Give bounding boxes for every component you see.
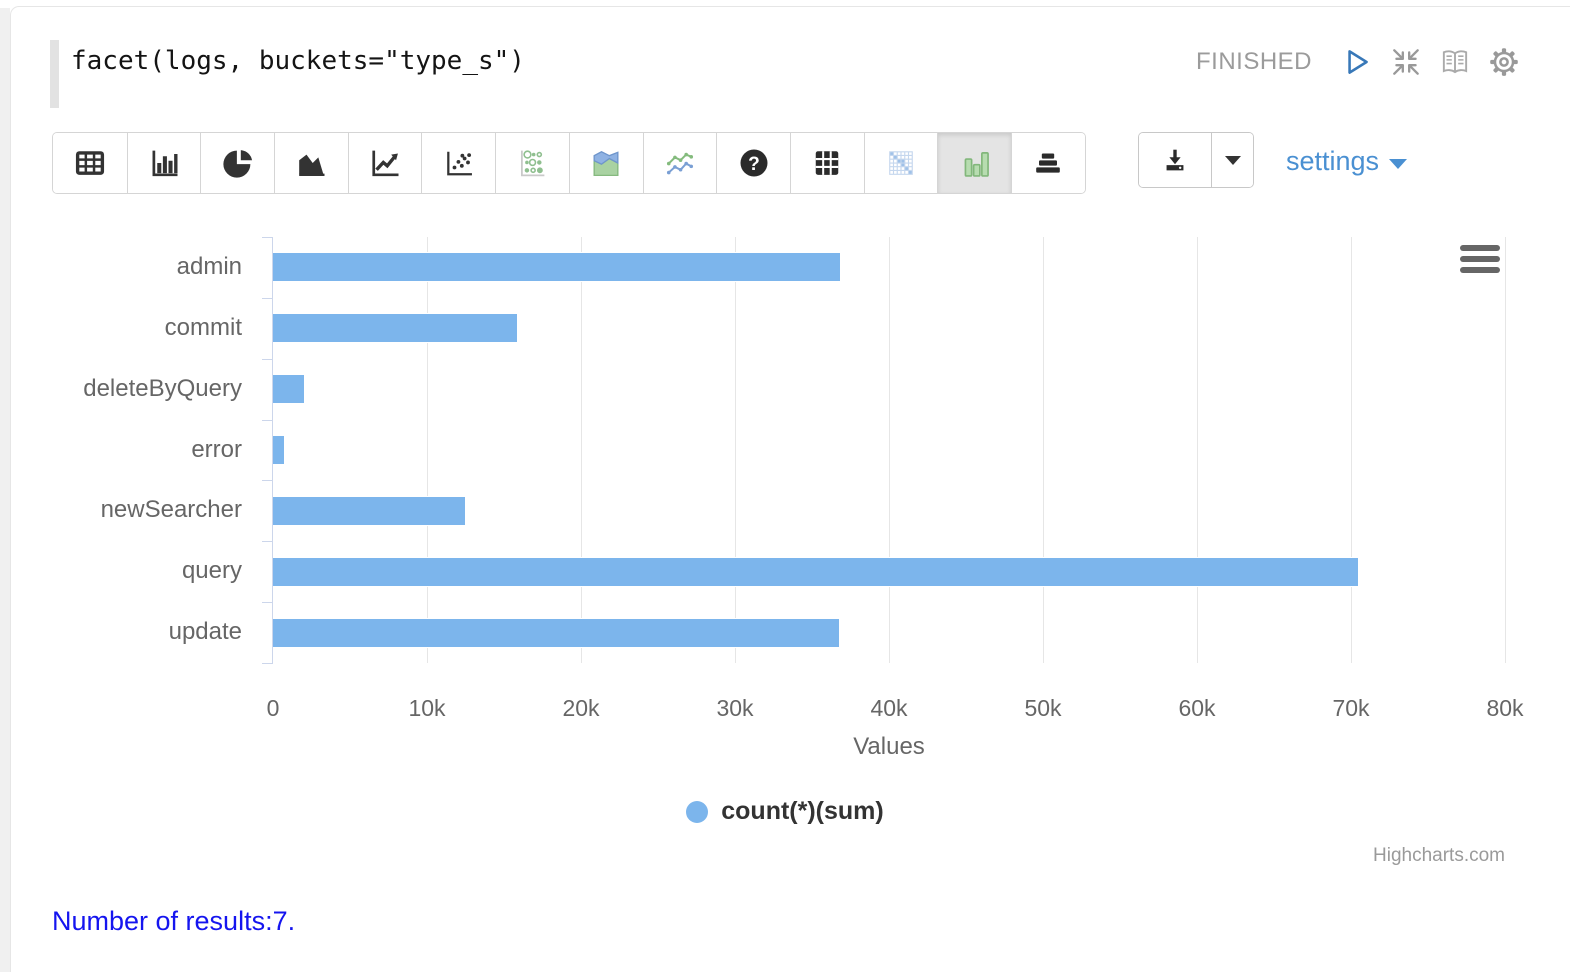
category-label: admin — [176, 253, 242, 280]
help-button[interactable]: ? — [716, 133, 790, 193]
area-chart-icon — [299, 154, 325, 177]
x-tick-label: 40k — [870, 695, 908, 721]
table-button[interactable] — [53, 133, 127, 193]
gridline — [888, 237, 890, 663]
editor-gutter — [50, 40, 59, 108]
category-label: update — [168, 618, 242, 646]
heatmap-button[interactable] — [863, 133, 938, 193]
status-badge: FINISHED — [1195, 48, 1312, 75]
legend-label: count(*)(sum) — [721, 797, 884, 825]
scatter-chart-button[interactable] — [421, 133, 496, 193]
y-axis-tick — [262, 298, 273, 299]
gridline — [1196, 237, 1198, 663]
category-label: deleteByQuery — [83, 374, 242, 402]
x-tick-label: 0 — [266, 695, 280, 721]
column-chart-icon — [964, 152, 989, 177]
x-tick-label: 20k — [562, 695, 600, 721]
chart-region: admin commit deleteByQuery error newSearcher… — [0, 215, 1570, 887]
book-icon[interactable] — [1437, 44, 1473, 80]
x-tick-label: 30k — [716, 695, 754, 721]
pie-chart-icon — [223, 150, 252, 178]
gridline — [426, 237, 428, 663]
settings-label: settings — [1286, 146, 1380, 176]
paragraph-controls: FINISHED — [1196, 42, 1522, 82]
area-chart-button[interactable] — [274, 133, 348, 193]
x-tick-label: 80k — [1486, 695, 1524, 721]
visualization-toolbar: ? — [52, 132, 1086, 194]
page-left-margin — [0, 8, 10, 972]
bar-newSearcher[interactable] — [273, 495, 466, 526]
x-tick-label: 70k — [1332, 695, 1370, 721]
gridline — [580, 237, 582, 663]
gear-icon[interactable] — [1486, 44, 1522, 80]
download-options-button[interactable] — [1211, 133, 1253, 187]
help-icon: ? — [740, 149, 768, 177]
line-chart-button[interactable] — [347, 133, 422, 193]
svg-text:?: ? — [748, 154, 760, 175]
x-tick-label: 50k — [1024, 695, 1062, 721]
download-icon — [1166, 149, 1184, 171]
x-axis-title: Values — [853, 733, 925, 760]
pie-chart-button[interactable] — [200, 133, 275, 193]
gridline — [1350, 237, 1352, 663]
stacked-area-chart-button[interactable] — [568, 133, 643, 193]
y-axis-tick — [262, 359, 273, 360]
bar-update[interactable] — [273, 617, 840, 648]
bar-chart-icon — [152, 150, 178, 177]
horizontal-bar-chart-icon — [1036, 153, 1061, 173]
bar-commit[interactable] — [273, 313, 518, 344]
y-axis-tick — [262, 237, 273, 238]
y-axis-tick — [262, 541, 273, 542]
ylabels: admin commit deleteByQuery error newSearcher… — [0, 237, 242, 663]
collapse-icon[interactable] — [1388, 44, 1424, 80]
chart-legend[interactable]: count(*)(sum) — [0, 797, 1570, 826]
column-chart-button[interactable] — [937, 133, 1011, 193]
x-tick-label: 60k — [1178, 695, 1216, 721]
pivot-table-icon — [815, 151, 839, 175]
legend-marker — [686, 800, 709, 823]
category-label: commit — [164, 313, 242, 341]
bubble-chart-button[interactable] — [495, 133, 569, 193]
scatter-chart-icon — [446, 151, 472, 176]
gridline — [1042, 237, 1044, 663]
bar-chart-button[interactable] — [126, 133, 201, 193]
bar-admin[interactable] — [273, 252, 841, 283]
x-tick-label: 10k — [408, 695, 446, 721]
highcharts-credit[interactable]: Highcharts.com — [1373, 845, 1505, 866]
y-axis-tick — [262, 663, 273, 664]
settings-dropdown[interactable]: settings — [1286, 146, 1408, 177]
table-icon — [75, 151, 104, 175]
query-code[interactable]: facet(logs, buckets="type_s") — [71, 46, 525, 76]
y-axis-tick — [262, 602, 273, 603]
y-axis-tick — [262, 420, 273, 421]
heatmap-icon — [889, 151, 913, 175]
bar-error[interactable] — [273, 435, 285, 465]
bubble-chart-icon — [521, 150, 545, 177]
play-icon[interactable] — [1339, 44, 1375, 80]
category-label: query — [181, 557, 242, 585]
multi-line-chart-icon — [666, 152, 693, 175]
y-axis-line — [272, 237, 273, 663]
multi-line-chart-button[interactable] — [642, 133, 717, 193]
download-button[interactable] — [1139, 133, 1211, 187]
plot-area — [262, 237, 1506, 664]
bar-deleteByQuery[interactable] — [273, 374, 305, 405]
download-split-button — [1138, 132, 1254, 188]
results-count: Number of results:7. — [52, 906, 296, 936]
horizontal-bar-chart-button[interactable] — [1010, 133, 1085, 193]
category-label: error — [191, 435, 242, 463]
chevron-down-icon — [1389, 158, 1408, 169]
category-label: newSearcher — [100, 496, 242, 524]
gridline — [1504, 237, 1506, 663]
line-chart-icon — [372, 150, 399, 177]
bar-query[interactable] — [273, 556, 1359, 587]
chevron-down-icon — [1224, 155, 1241, 165]
y-axis-tick — [262, 480, 273, 481]
gridline — [734, 237, 736, 663]
hamburger-menu-icon[interactable] — [1460, 245, 1500, 278]
pivot-table-button[interactable] — [789, 133, 864, 193]
stacked-area-chart-icon — [593, 150, 619, 177]
